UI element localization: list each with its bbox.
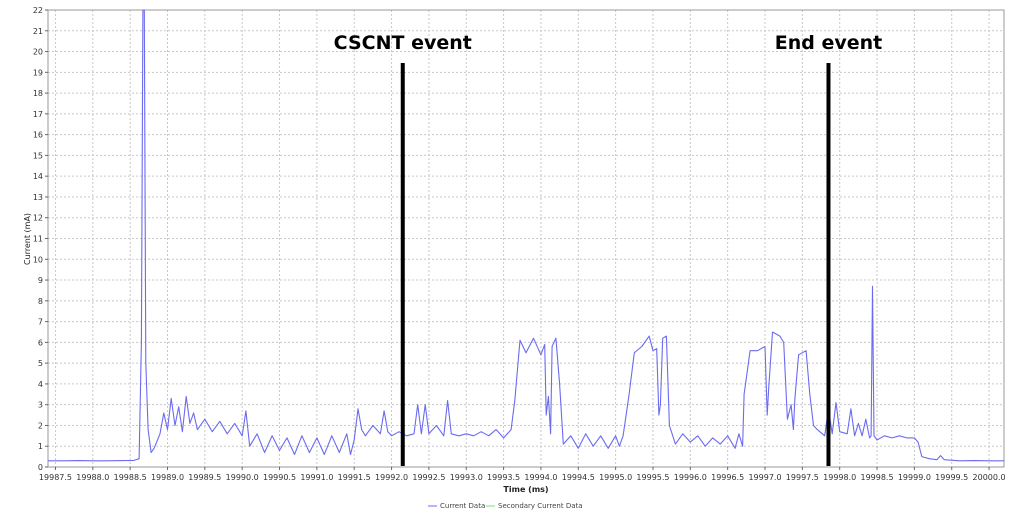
- series-layer: [48, 9, 1004, 462]
- x-tick-label: 19991.0: [300, 473, 333, 482]
- y-tick-label: 22: [33, 6, 43, 15]
- y-tick-label: 14: [33, 172, 43, 181]
- x-tick-label: 19992.5: [412, 473, 445, 482]
- y-tick-label: 12: [33, 214, 43, 223]
- x-tick-label: 19992.0: [375, 473, 408, 482]
- y-tick-label: 13: [33, 193, 43, 202]
- x-tick-label: 19995.0: [599, 473, 632, 482]
- x-axis-title: Time (ms): [503, 485, 548, 494]
- grid: [48, 9, 1004, 468]
- legend-label-secondary: Secondary Current Data: [498, 502, 583, 510]
- x-tick-label: 19996.5: [711, 473, 744, 482]
- event-label: CSCNT event: [334, 32, 472, 54]
- y-tick-label: 0: [38, 463, 43, 472]
- y-tick-label: 15: [33, 151, 43, 160]
- x-tick-label: 19988.0: [76, 473, 109, 482]
- series-line-current-data: [48, 9, 1004, 462]
- x-tick-label: 19996.0: [674, 473, 707, 482]
- x-tick-label: 19987.5: [39, 473, 72, 482]
- x-tick-label: 19993.5: [487, 473, 520, 482]
- legend: Current Data Secondary Current Data: [428, 502, 583, 510]
- x-tick-label: 19998.5: [860, 473, 893, 482]
- y-tick-label: 8: [38, 297, 43, 306]
- y-tick-label: 20: [33, 48, 43, 57]
- y-tick-label: 10: [33, 255, 43, 264]
- x-tick-label: 19989.5: [188, 473, 221, 482]
- x-tick-label: 19989.0: [151, 473, 184, 482]
- x-tick-label: 19997.0: [748, 473, 781, 482]
- x-tick-label: 20000.0: [973, 473, 1006, 482]
- y-tick-label: 16: [33, 131, 43, 140]
- x-tick-label: 19994.0: [524, 473, 557, 482]
- y-tick-label: 9: [38, 276, 43, 285]
- y-tick-label: 4: [38, 380, 43, 389]
- annotations: CSCNT event End event: [334, 32, 883, 466]
- x-tick-label: 19999.5: [935, 473, 968, 482]
- y-tick-label: 21: [33, 27, 43, 36]
- y-tick-label: 2: [38, 421, 43, 430]
- x-tick-label: 19999.0: [898, 473, 931, 482]
- x-axis-ticks: 19987.5 19988.0 19988.5 19989.0 19989.5 19990…: [39, 467, 1006, 482]
- y-tick-label: 11: [33, 235, 43, 244]
- y-tick-label: 5: [38, 359, 43, 368]
- x-tick-label: 19997.5: [786, 473, 819, 482]
- x-tick-label: 19991.5: [338, 473, 371, 482]
- x-tick-label: 19998.0: [823, 473, 856, 482]
- y-tick-label: 1: [38, 442, 43, 451]
- x-tick-label: 19995.5: [636, 473, 669, 482]
- x-tick-label: 19993.0: [450, 473, 483, 482]
- y-tick-label: 7: [38, 318, 43, 327]
- legend-label-current: Current Data: [440, 502, 485, 510]
- y-tick-label: 3: [38, 401, 43, 410]
- y-tick-label: 19: [33, 68, 43, 77]
- y-tick-label: 6: [38, 338, 43, 347]
- y-tick-label: 18: [33, 89, 43, 98]
- x-tick-label: 19990.0: [226, 473, 259, 482]
- y-tick-label: 17: [33, 110, 43, 119]
- x-tick-label: 19990.5: [263, 473, 296, 482]
- event-label: End event: [775, 32, 883, 54]
- x-tick-label: 19994.5: [562, 473, 595, 482]
- x-tick-label: 19988.5: [114, 473, 147, 482]
- y-axis-title: Current (mA): [23, 213, 32, 265]
